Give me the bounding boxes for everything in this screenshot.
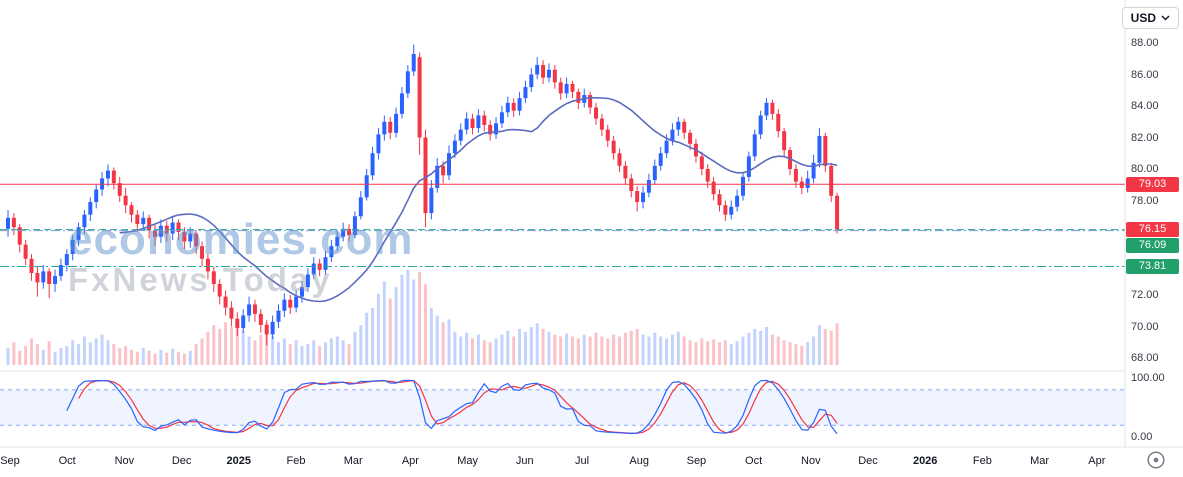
x-axis-label: Apr bbox=[1088, 455, 1106, 467]
price-badge: 79.03 bbox=[1126, 176, 1179, 192]
x-axis-label: Nov bbox=[114, 455, 135, 467]
stochastic-d-line bbox=[78, 379, 838, 434]
y-axis-label: 84.00 bbox=[1131, 100, 1159, 112]
y-axis-label: 0.00 bbox=[1131, 431, 1153, 443]
moving-average-line bbox=[119, 96, 838, 303]
y-axis-label: 82.00 bbox=[1131, 131, 1159, 144]
x-axis-label: Apr bbox=[401, 455, 419, 467]
x-axis-label: Sep bbox=[0, 455, 20, 467]
x-axis-label: Jul bbox=[574, 455, 590, 467]
x-axis-label: Dec bbox=[171, 455, 192, 467]
y-axis-label: 78.00 bbox=[1131, 194, 1159, 207]
x-axis-label: Sep bbox=[686, 455, 707, 467]
x-axis-label: Aug bbox=[629, 455, 649, 467]
volume-layer bbox=[6, 270, 839, 365]
y-axis-label: 70.00 bbox=[1131, 320, 1159, 333]
y-axis-label: 100.00 bbox=[1131, 372, 1165, 384]
x-axis-label: Dec bbox=[858, 455, 878, 467]
x-axis-label: May bbox=[457, 455, 478, 467]
x-axis-label: Mar bbox=[1030, 455, 1050, 467]
x-axis-label: Feb bbox=[972, 455, 992, 467]
y-axis-label: 68.00 bbox=[1131, 352, 1159, 364]
x-axis-label: 2026 bbox=[912, 455, 938, 467]
price-badge: 76.15 bbox=[1126, 222, 1179, 238]
chevron-down-icon bbox=[1161, 15, 1170, 21]
y-axis-label: 72.00 bbox=[1131, 289, 1159, 301]
x-axis-label: Oct bbox=[745, 455, 763, 467]
chart-frame bbox=[0, 0, 1183, 448]
y-axis-label: 88.00 bbox=[1131, 37, 1159, 49]
currency-selector-label: USD bbox=[1130, 11, 1156, 25]
x-axis-label: 2025 bbox=[226, 455, 252, 467]
x-axis-label: Oct bbox=[58, 455, 76, 467]
x-axis-label: Jun bbox=[515, 455, 534, 467]
price-level-lines bbox=[0, 183, 1125, 267]
stochastic-k-line bbox=[66, 379, 838, 435]
price-badge: 76.09 bbox=[1126, 238, 1179, 254]
x-axis-label: Mar bbox=[343, 455, 363, 467]
price-badge: 73.81 bbox=[1126, 258, 1179, 274]
x-axis-label: Nov bbox=[801, 455, 821, 467]
target-icon[interactable] bbox=[1145, 449, 1167, 471]
candlestick-layer bbox=[6, 44, 840, 346]
y-axis-label: 86.00 bbox=[1131, 68, 1159, 81]
x-axis-label: Feb bbox=[286, 455, 306, 467]
y-axis-label: 80.00 bbox=[1131, 163, 1159, 175]
currency-selector-button[interactable]: USD bbox=[1121, 7, 1179, 29]
